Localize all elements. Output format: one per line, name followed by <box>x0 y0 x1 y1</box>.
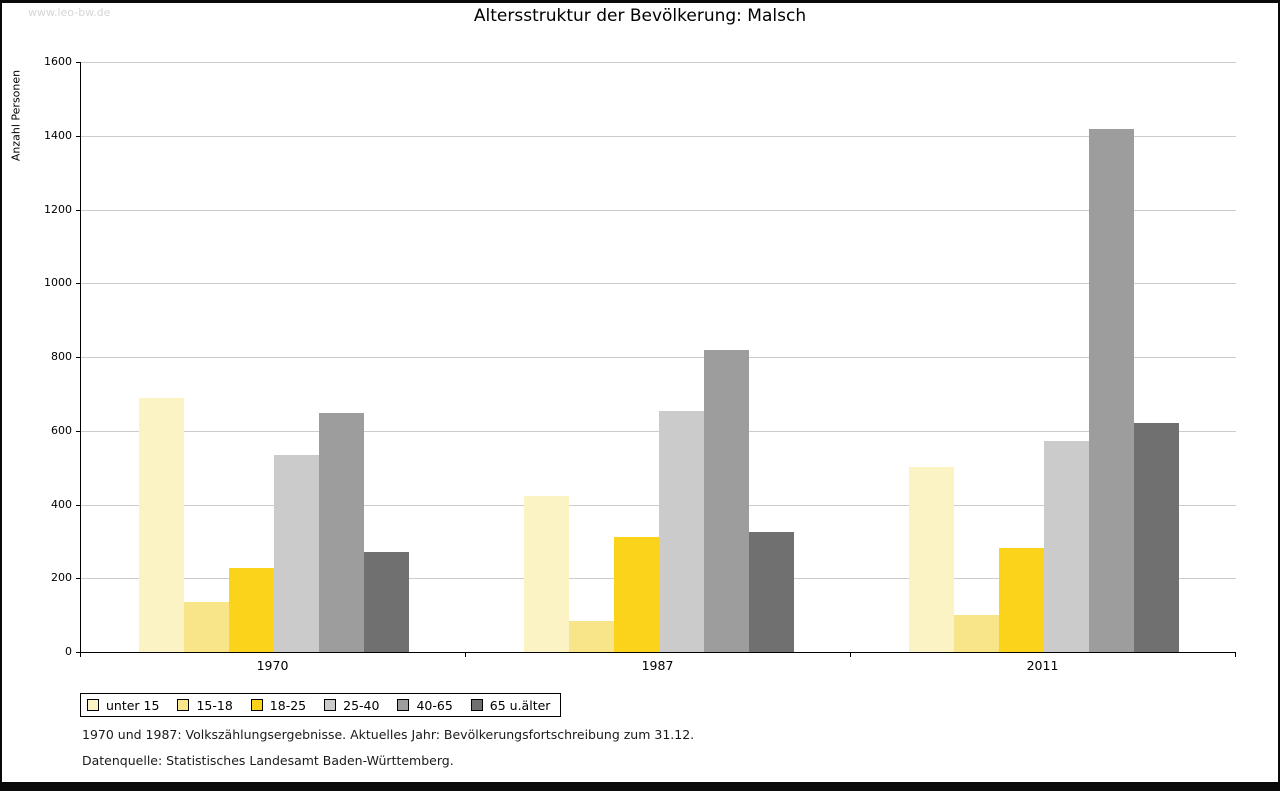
bar <box>1043 441 1089 652</box>
legend-swatch <box>87 699 99 711</box>
gridline <box>81 209 1236 211</box>
gridline <box>81 357 1236 358</box>
legend-entry: unter 15 <box>87 698 159 713</box>
plot-area <box>80 62 1236 653</box>
legend-entry: 40-65 <box>397 697 453 713</box>
bar <box>523 496 569 652</box>
x-axis-label: 2011 <box>1026 658 1059 673</box>
y-tick-mark <box>76 578 80 580</box>
bar <box>748 532 794 652</box>
bar <box>363 552 409 652</box>
bar <box>273 455 319 652</box>
footnote-sources: 1970 und 1987: Volkszählungsergebnisse. … <box>82 727 695 742</box>
gridline <box>81 135 1236 137</box>
y-tick-label: 1200 <box>44 202 72 216</box>
y-tick-label: 1600 <box>44 55 72 68</box>
x-tick-mark <box>1235 653 1236 657</box>
bar <box>1088 129 1134 652</box>
x-axis-label: 1987 <box>641 658 674 673</box>
y-tick-label: 600 <box>51 423 72 437</box>
legend-label: unter 15 <box>106 697 160 713</box>
legend-label: 25-40 <box>343 697 380 713</box>
bar <box>908 467 954 652</box>
chart-title: Altersstruktur der Bevölkerung: Malsch <box>473 6 807 26</box>
x-tick-mark <box>80 653 81 657</box>
bar <box>613 537 659 652</box>
legend-entry: 18-25 <box>250 697 307 713</box>
bar <box>1133 423 1179 652</box>
legend-swatch <box>250 699 263 711</box>
legend-label: 40-65 <box>416 697 453 713</box>
legend-entry: 15-18 <box>177 697 233 713</box>
y-tick-mark <box>76 209 80 211</box>
legend-entry: 25-40 <box>324 698 379 713</box>
y-tick-mark <box>76 504 80 506</box>
bar <box>183 602 229 652</box>
gridline <box>81 62 1236 63</box>
legend-swatch <box>324 699 337 711</box>
y-tick-mark <box>76 283 80 285</box>
y-tick-label: 800 <box>51 350 72 363</box>
bar <box>998 548 1044 652</box>
legend-label: 18-25 <box>269 697 307 713</box>
y-tick-mark <box>76 652 80 653</box>
bar <box>568 621 614 652</box>
legend-swatch <box>470 699 483 711</box>
y-axis-label: Anzahl Personen <box>9 69 23 162</box>
bar <box>318 413 364 652</box>
y-tick-label: 1400 <box>44 128 72 142</box>
y-tick-label: 1000 <box>44 276 72 290</box>
bar <box>703 350 749 652</box>
bar <box>953 615 999 652</box>
bar <box>658 411 704 652</box>
y-tick-label: 200 <box>51 571 72 585</box>
y-tick-label: 400 <box>51 497 72 511</box>
legend: unter 15 15-18 18-25 25-40 40-65 65 u.älter <box>80 693 562 717</box>
y-tick-mark <box>76 357 80 358</box>
legend-swatch <box>177 699 190 711</box>
y-tick-mark <box>76 430 80 432</box>
watermark-text: www.leo-bw.de <box>28 6 111 19</box>
bar <box>138 398 184 652</box>
y-tick-mark <box>76 62 80 63</box>
bar <box>228 568 274 652</box>
legend-label: 15-18 <box>196 697 233 713</box>
y-tick-mark <box>76 135 80 137</box>
gridline <box>81 283 1236 285</box>
y-tick-label: 0 <box>65 645 72 658</box>
footnote-datasource: Datenquelle: Statistisches Landesamt Bad… <box>82 753 454 768</box>
x-tick-mark <box>850 653 851 657</box>
x-axis-label: 1970 <box>256 658 289 673</box>
x-tick-mark <box>465 653 466 657</box>
legend-label: 65 u.älter <box>489 697 551 713</box>
legend-swatch <box>397 699 410 711</box>
legend-entry: 65 u.älter <box>470 697 551 713</box>
